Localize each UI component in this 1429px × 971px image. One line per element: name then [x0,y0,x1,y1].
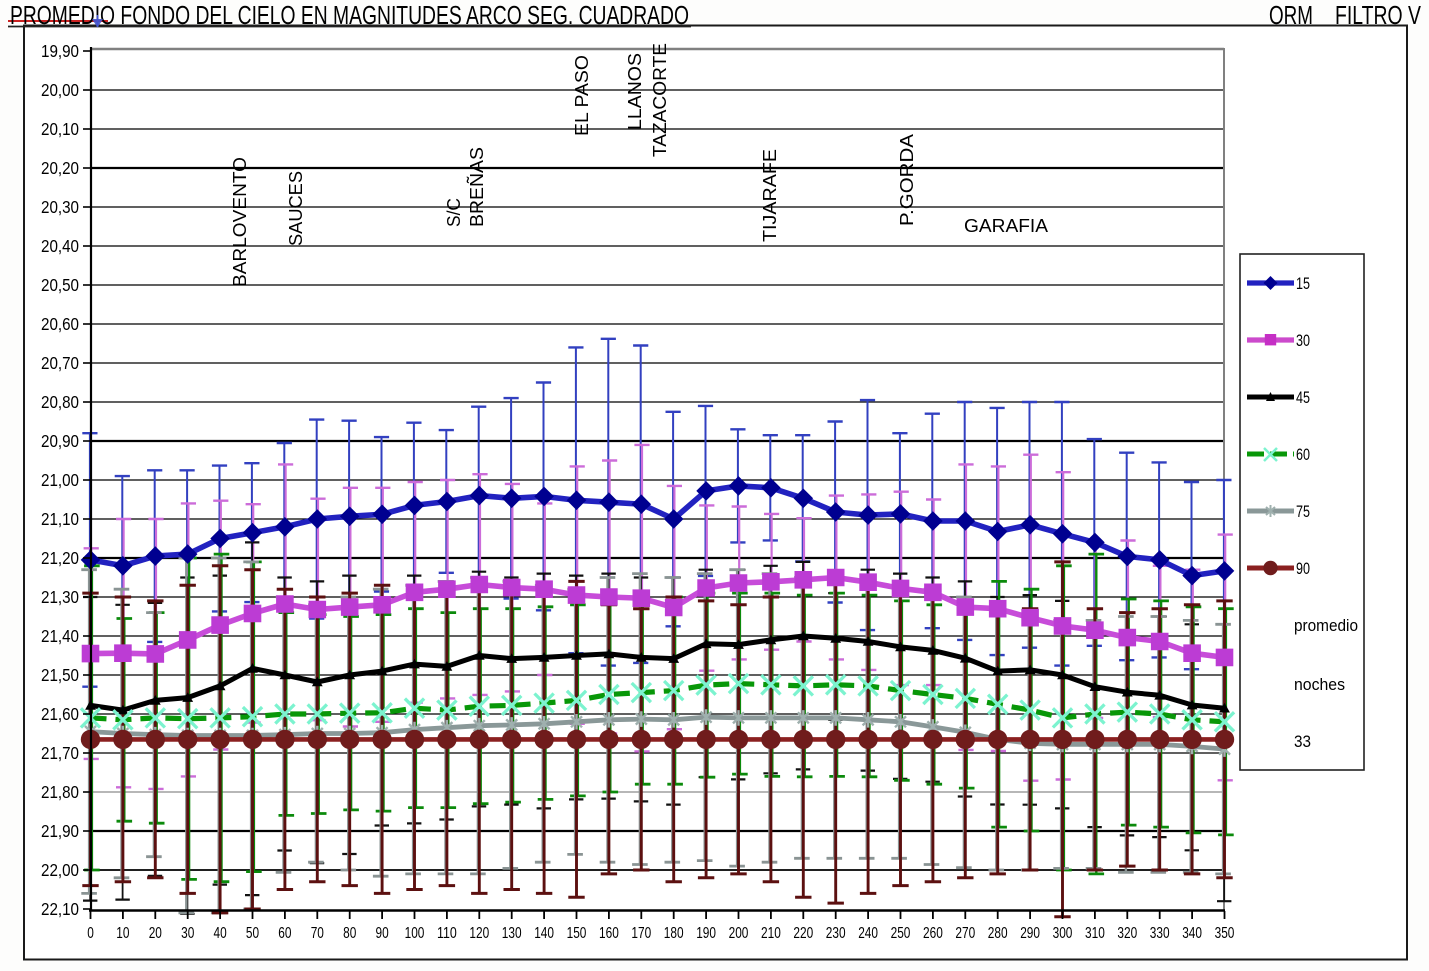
svg-text:21,80: 21,80 [41,782,79,802]
svg-text:310: 310 [1085,925,1105,942]
svg-text:21,20: 21,20 [41,548,79,568]
svg-text:290: 290 [1020,925,1040,942]
svg-text:21,70: 21,70 [41,743,79,763]
svg-text:160: 160 [599,925,619,942]
svg-text:TIJARAFE: TIJARAFE [760,149,780,242]
svg-text:45: 45 [1296,389,1310,407]
svg-text:20,80: 20,80 [41,392,79,412]
svg-text:PROMEDIO FONDO DEL CIELO EN MA: PROMEDIO FONDO DEL CIELO EN MAGNITUDES A… [10,0,689,30]
svg-text:120: 120 [469,925,489,942]
svg-text:10: 10 [116,925,129,942]
svg-text:20,00: 20,00 [41,80,79,100]
svg-text:20,30: 20,30 [41,197,79,217]
svg-text:60: 60 [278,925,291,942]
svg-text:33: 33 [1294,733,1311,751]
svg-text:20,70: 20,70 [41,353,79,373]
svg-text:S/C: S/C [444,198,464,227]
svg-text:21,00: 21,00 [41,470,79,490]
svg-text:100: 100 [405,925,425,942]
svg-text:240: 240 [858,925,878,942]
svg-text:90: 90 [376,925,389,942]
svg-text:FILTRO V: FILTRO V [1335,0,1421,30]
svg-text:22,10: 22,10 [41,899,79,919]
svg-text:190: 190 [696,925,716,942]
svg-text:70: 70 [311,925,324,942]
svg-text:220: 220 [793,925,813,942]
svg-text:150: 150 [567,925,587,942]
svg-text:75: 75 [1296,503,1310,521]
svg-text:140: 140 [534,925,554,942]
svg-text:BARLOVENTO: BARLOVENTO [230,157,250,287]
svg-text:21,30: 21,30 [41,587,79,607]
svg-text:230: 230 [826,925,846,942]
svg-text:19,90: 19,90 [41,41,79,61]
svg-text:210: 210 [761,925,781,942]
svg-text:SAUCES: SAUCES [286,171,306,246]
svg-text:20,60: 20,60 [41,314,79,334]
svg-text:350: 350 [1215,925,1235,942]
svg-text:340: 340 [1182,925,1202,942]
svg-text:200: 200 [729,925,749,942]
svg-text:EL PASO: EL PASO [572,55,592,136]
svg-text:20,40: 20,40 [41,236,79,256]
svg-text:60: 60 [1296,446,1310,464]
svg-text:21,50: 21,50 [41,665,79,685]
svg-text:30: 30 [1296,332,1310,350]
svg-text:21,90: 21,90 [41,821,79,841]
svg-text:ORM: ORM [1269,0,1313,30]
svg-text:30: 30 [181,925,194,942]
svg-text:21,60: 21,60 [41,704,79,724]
svg-text:90: 90 [1296,560,1310,578]
svg-text:promedio: promedio [1294,617,1358,635]
svg-text:BREÑAS: BREÑAS [466,147,487,227]
svg-text:22,00: 22,00 [41,860,79,880]
svg-text:270: 270 [955,925,975,942]
svg-text:170: 170 [631,925,651,942]
svg-text:P.GORDA: P.GORDA [897,134,917,226]
svg-text:15: 15 [1296,275,1310,293]
svg-text:330: 330 [1150,925,1170,942]
svg-text:130: 130 [502,925,522,942]
svg-text:260: 260 [923,925,943,942]
svg-text:40: 40 [214,925,227,942]
svg-text:250: 250 [891,925,911,942]
svg-text:300: 300 [1053,925,1073,942]
svg-text:80: 80 [343,925,356,942]
svg-text:110: 110 [437,925,457,942]
svg-text:20,20: 20,20 [41,158,79,178]
svg-text:TAZACORTE: TAZACORTE [650,43,670,157]
svg-text:20: 20 [149,925,162,942]
svg-text:180: 180 [664,925,684,942]
svg-text:GARAFIA: GARAFIA [964,216,1048,236]
svg-text:LLANOS: LLANOS [625,53,645,130]
svg-text:20,90: 20,90 [41,431,79,451]
svg-text:280: 280 [988,925,1008,942]
svg-text:noches: noches [1294,676,1345,694]
svg-text:0: 0 [87,925,94,942]
svg-text:20,10: 20,10 [41,119,79,139]
svg-text:21,10: 21,10 [41,509,79,529]
svg-text:21,40: 21,40 [41,626,79,646]
svg-text:320: 320 [1117,925,1137,942]
svg-text:50: 50 [246,925,259,942]
svg-text:20,50: 20,50 [41,275,79,295]
